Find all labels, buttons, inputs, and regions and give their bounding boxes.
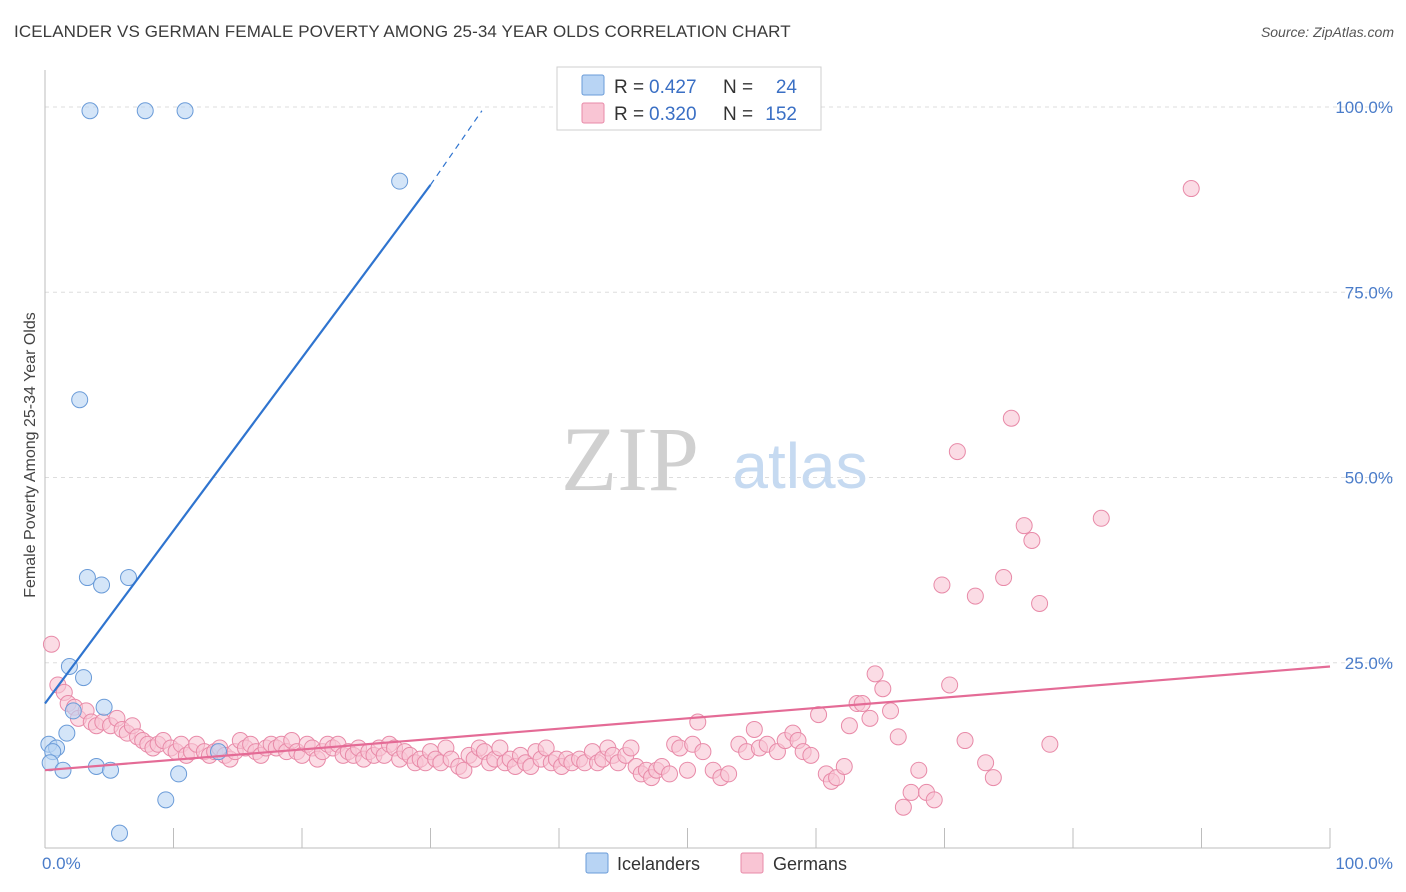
germans-point bbox=[889, 728, 907, 746]
germans-point bbox=[866, 665, 884, 683]
icelanders-point bbox=[120, 569, 138, 587]
y-tick-labels: 100.0% 75.0% 50.0% 25.0% bbox=[1335, 98, 1393, 673]
chart-title: ICELANDER VS GERMAN FEMALE POVERTY AMONG… bbox=[14, 22, 791, 41]
germans-point bbox=[910, 761, 928, 779]
icelanders-point bbox=[176, 102, 194, 120]
legend-swatch-icelanders bbox=[581, 74, 605, 96]
legend-n-label-1: N = bbox=[723, 77, 753, 98]
germans-point bbox=[661, 765, 679, 783]
germans-point bbox=[455, 761, 473, 779]
icelanders-point bbox=[58, 724, 76, 742]
germans-point bbox=[1023, 532, 1041, 550]
icelanders-point bbox=[60, 657, 78, 675]
germans-point bbox=[1041, 735, 1059, 753]
correlation-legend: R = 0.427 N = 24 R = 0.320 N = 152 bbox=[556, 66, 822, 131]
germans-point bbox=[941, 676, 959, 694]
watermark-atlas: atlas bbox=[732, 430, 867, 502]
axes bbox=[44, 70, 1331, 849]
watermark: ZIP atlas bbox=[561, 408, 868, 510]
germans-point bbox=[42, 635, 60, 653]
chart-source: Source: ZipAtlas.com bbox=[1260, 24, 1394, 40]
legend-n-value-1: 24 bbox=[776, 77, 798, 98]
germans-point bbox=[902, 783, 920, 801]
germans-point bbox=[745, 720, 763, 738]
germans-point bbox=[874, 680, 892, 698]
icelanders-point bbox=[391, 172, 409, 190]
germans-point bbox=[1092, 509, 1110, 527]
legend-r-value-2: 0.320 bbox=[649, 104, 697, 125]
germans-point bbox=[835, 757, 853, 775]
icelanders-point bbox=[64, 702, 82, 720]
germans-trend-line bbox=[44, 665, 1331, 772]
germans-point bbox=[861, 709, 879, 727]
icelanders-point bbox=[75, 669, 93, 687]
germans-point bbox=[622, 739, 640, 757]
germans-point bbox=[948, 443, 966, 461]
bottom-legend-swatch-germans bbox=[740, 852, 764, 874]
x-tick-label-0: 0.0% bbox=[42, 854, 81, 873]
germans-point bbox=[537, 739, 555, 757]
germans-point bbox=[694, 743, 712, 761]
x-tick-labels: 0.0% 100.0% bbox=[42, 854, 1393, 873]
germans-point bbox=[984, 769, 1002, 787]
germans-point bbox=[720, 765, 738, 783]
legend-swatch-germans bbox=[581, 102, 605, 124]
legend-r-label-2: R = bbox=[614, 104, 644, 125]
icelanders-point bbox=[81, 102, 99, 120]
x-tick-label-1: 100.0% bbox=[1335, 854, 1393, 873]
y-tick-label-1: 75.0% bbox=[1345, 283, 1393, 302]
y-tick-label-0: 100.0% bbox=[1335, 98, 1393, 117]
germans-point bbox=[995, 569, 1013, 587]
bottom-legend-germans: Germans bbox=[773, 854, 847, 874]
y-tick-label-3: 25.0% bbox=[1345, 654, 1393, 673]
germans-point bbox=[894, 798, 912, 816]
icelanders-point bbox=[170, 765, 188, 783]
germans-point bbox=[966, 587, 984, 605]
icelanders-point bbox=[78, 569, 96, 587]
germans-point bbox=[933, 576, 951, 594]
icelanders-trend-extension bbox=[430, 110, 483, 186]
germans-point bbox=[1031, 594, 1049, 612]
germans-point bbox=[679, 761, 696, 779]
y-tick-label-2: 50.0% bbox=[1345, 469, 1393, 488]
germans-point bbox=[882, 702, 900, 720]
y-axis-label: Female Poverty Among 25-34 Year Olds bbox=[22, 312, 39, 598]
bottom-legend-icelanders: Icelanders bbox=[617, 854, 700, 874]
icelanders-point bbox=[111, 824, 129, 842]
germans-point bbox=[956, 732, 974, 750]
germans-point bbox=[491, 739, 509, 757]
germans-point bbox=[810, 706, 828, 724]
bottom-legend-swatch-icelanders bbox=[585, 852, 609, 874]
legend-n-label-2: N = bbox=[723, 104, 753, 125]
germans-point bbox=[925, 791, 943, 809]
icelanders-point bbox=[136, 102, 154, 120]
germans-point bbox=[977, 754, 995, 772]
icelanders-trend-line bbox=[44, 184, 432, 705]
germans-point bbox=[1002, 409, 1020, 427]
series-legend: Icelanders Germans bbox=[585, 852, 847, 874]
germans-point bbox=[802, 746, 820, 764]
icelanders-point bbox=[71, 391, 89, 409]
trend-lines bbox=[44, 110, 1331, 772]
legend-r-label-1: R = bbox=[614, 77, 644, 98]
germans-point bbox=[1015, 517, 1033, 535]
icelanders-point bbox=[93, 576, 111, 594]
germans-point bbox=[1182, 180, 1200, 198]
legend-n-value-2: 152 bbox=[765, 104, 797, 125]
germans-point bbox=[840, 717, 858, 735]
legend-r-value-1: 0.427 bbox=[649, 77, 697, 98]
icelanders-point bbox=[95, 698, 113, 716]
icelanders-point bbox=[157, 791, 175, 809]
watermark-zip: ZIP bbox=[561, 408, 699, 510]
